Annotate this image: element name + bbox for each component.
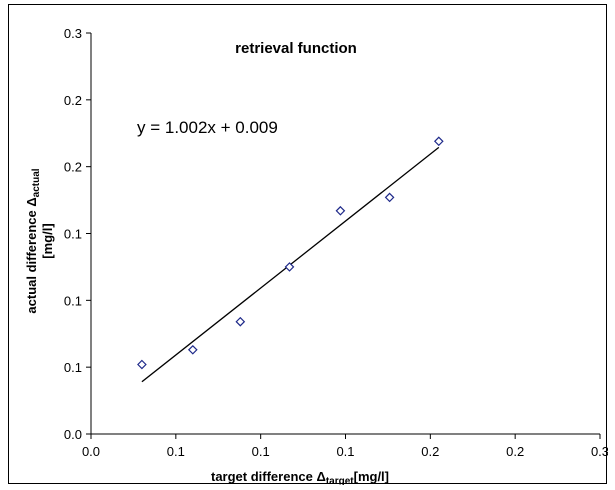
chart-frame: 0.0 0.1 0.1 0.1 0.2 0.2 0.3 0.0 0.1 0.1 0.1 0.2 0.2 0…	[8, 4, 608, 485]
y-tick-label: 0.3	[64, 26, 82, 41]
x-tick-label: 0.2	[506, 444, 524, 459]
y-tick-label: 0.0	[64, 427, 82, 442]
y-tick-label: 0.2	[64, 160, 82, 175]
y-axis-title: actual difference Δactual	[24, 168, 42, 313]
chart-title: retrieval function	[235, 40, 357, 57]
y-tick-label: 0.1	[64, 360, 82, 375]
data-point	[235, 316, 246, 327]
x-tick-label: 0.1	[336, 444, 354, 459]
data-point	[384, 192, 395, 203]
data-point	[284, 262, 295, 272]
data-point	[335, 205, 346, 216]
y-axis-title-unit: [mg/l]	[40, 223, 55, 258]
x-axis-title-unit: [mg/l]	[354, 469, 389, 484]
x-axis-title: target difference Δtarget[mg/l]	[211, 469, 389, 485]
x-tick-label: 0.3	[591, 444, 608, 459]
y-axis-title-sub: actual	[31, 168, 42, 197]
trendline-equation: y = 1.002x + 0.009	[137, 118, 278, 137]
y-tick-label: 0.1	[64, 227, 82, 242]
x-axis-title-sub: target	[326, 476, 354, 485]
x-tick-label: 0.1	[252, 444, 270, 459]
data-point	[187, 344, 198, 355]
y-axis-title-group: actual difference Δactual [mg/l]	[24, 168, 55, 313]
x-tick-label: 0.2	[421, 444, 439, 459]
x-tick-label: 0.1	[167, 444, 185, 459]
x-axis-title-main: target difference Δ	[211, 469, 326, 484]
y-tick-label: 0.1	[64, 293, 82, 308]
data-point	[433, 136, 444, 147]
data-point	[137, 359, 147, 370]
y-axis-title-main: actual difference Δ	[24, 197, 39, 313]
x-tick-label: 0.0	[82, 444, 100, 459]
data-points	[137, 136, 444, 370]
scatter-chart: 0.0 0.1 0.1 0.1 0.2 0.2 0.3 0.0 0.1 0.1 0.1 0.2 0.2 0…	[24, 26, 608, 485]
axes: 0.0 0.1 0.1 0.1 0.2 0.2 0.3 0.0 0.1 0.1 0.1 0.2 0.2 0…	[64, 26, 608, 459]
y-tick-label: 0.2	[64, 93, 82, 108]
